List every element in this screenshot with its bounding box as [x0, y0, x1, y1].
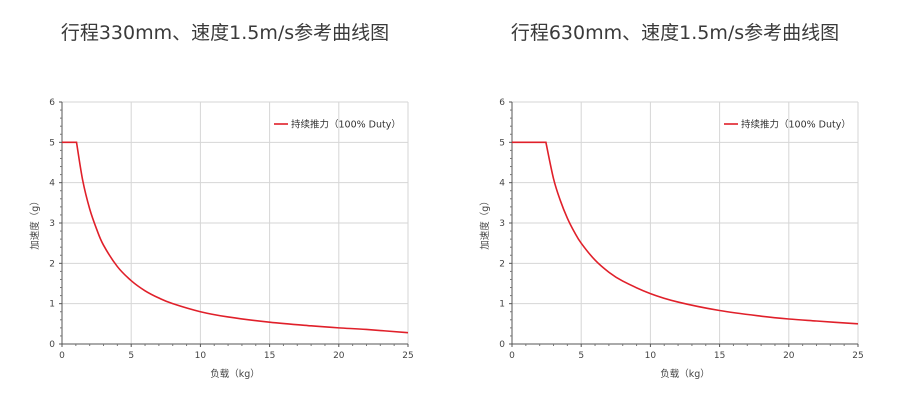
chart-title: 行程330mm、速度1.5m/s参考曲线图 — [60, 22, 390, 44]
series-line — [512, 141, 859, 325]
y-tick-label: 3 — [49, 219, 55, 229]
chart-title: 行程630mm、速度1.5m/s参考曲线图 — [510, 22, 840, 44]
y-tick-label: 3 — [499, 219, 505, 229]
legend-label: 持续推力（100% Duty） — [291, 119, 401, 131]
chart-svg: 0 5 10 15 20 25 0 1 2 3 4 5 6 负载（kg） 加速度（g） 持续推力（100% D… — [29, 98, 414, 380]
y-tick-label: 5 — [49, 138, 55, 148]
y-tick-label: 2 — [499, 259, 505, 269]
y-tick-label: 4 — [49, 179, 55, 189]
chart-svg: 0 5 10 15 20 25 0 1 2 3 4 5 6 负载（kg） 加速度（g） 持续推力（100% D… — [479, 98, 864, 380]
x-tick-label: 5 — [128, 351, 134, 361]
y-axis-label: 加速度（g） — [479, 196, 491, 250]
y-tick-label: 6 — [49, 98, 55, 108]
y-tick-label: 2 — [49, 259, 55, 269]
x-tick-label: 0 — [59, 351, 65, 361]
chart-panel-right: 行程630mm、速度1.5m/s参考曲线图 0 5 10 15 20 25 0 1 2 3 4 5 6 负… — [450, 0, 900, 400]
x-axis-label: 负载（kg） — [210, 368, 260, 380]
x-axis-label: 负载（kg） — [660, 368, 710, 380]
y-tick-label: 4 — [499, 179, 505, 189]
x-tick-label: 10 — [195, 351, 207, 361]
y-tick-label: 1 — [49, 300, 55, 310]
y-axis-label: 加速度（g） — [29, 196, 41, 250]
x-tick-label: 20 — [333, 351, 345, 361]
y-tick-label: 0 — [499, 340, 505, 350]
y-tick-label: 5 — [499, 138, 505, 148]
x-tick-label: 0 — [509, 351, 515, 361]
x-tick-label: 5 — [578, 351, 584, 361]
x-tick-label: 15 — [714, 351, 725, 361]
y-tick-label: 1 — [499, 300, 505, 310]
y-tick-label: 0 — [49, 340, 55, 350]
x-tick-label: 20 — [783, 351, 795, 361]
chart-panel-left: 行程330mm、速度1.5m/s参考曲线图 0 5 10 15 20 25 0 1 2 3 4 5 6 负… — [29, 22, 414, 380]
x-tick-label: 15 — [264, 351, 275, 361]
x-tick-label: 25 — [402, 351, 413, 361]
x-tick-label: 25 — [852, 351, 863, 361]
legend-label: 持续推力（100% Duty） — [741, 119, 851, 131]
series-line — [62, 141, 409, 334]
y-tick-label: 6 — [499, 98, 505, 108]
x-tick-label: 10 — [645, 351, 657, 361]
